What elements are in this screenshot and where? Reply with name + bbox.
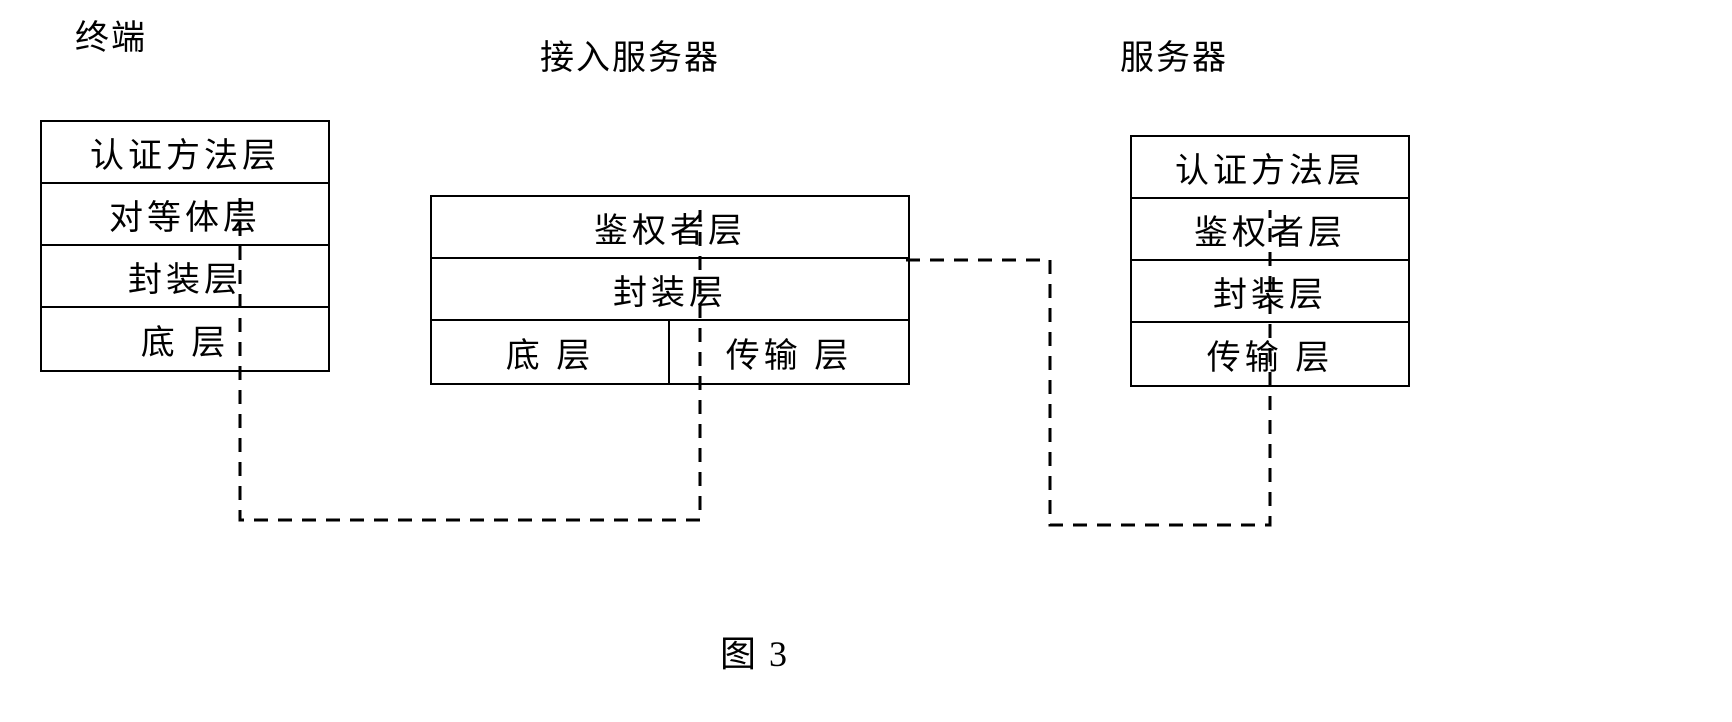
server-layer-transport: 传输 层 [1132, 323, 1408, 385]
server-layer-authenticator: 鉴权者层 [1132, 199, 1408, 261]
terminal-layer-peer: 对等体层 [42, 184, 328, 246]
access-layer-bottom-right: 传输 层 [670, 321, 908, 383]
access-layer-bottom-split: 底 层 传输 层 [432, 321, 908, 383]
access-server-stack: 鉴权者层 封装层 底 层 传输 层 [430, 195, 910, 385]
access-layer-encap: 封装层 [432, 259, 908, 321]
terminal-stack: 认证方法层 对等体层 封装层 底 层 [40, 120, 330, 372]
access-layer-bottom-left: 底 层 [432, 321, 670, 383]
server-stack: 认证方法层 鉴权者层 封装层 传输 层 [1130, 135, 1410, 387]
terminal-layer-encap: 封装层 [42, 246, 328, 308]
access-layer-authenticator: 鉴权者层 [432, 197, 908, 259]
server-layer-encap: 封装层 [1132, 261, 1408, 323]
heading-server: 服务器 [1120, 30, 1228, 79]
server-layer-auth-method: 认证方法层 [1132, 137, 1408, 199]
terminal-layer-bottom: 底 层 [42, 308, 328, 370]
terminal-layer-auth-method: 认证方法层 [42, 122, 328, 184]
heading-access-server: 接入服务器 [540, 30, 720, 79]
heading-terminal: 终端 [75, 10, 147, 59]
figure-caption: 图 3 [720, 625, 789, 677]
